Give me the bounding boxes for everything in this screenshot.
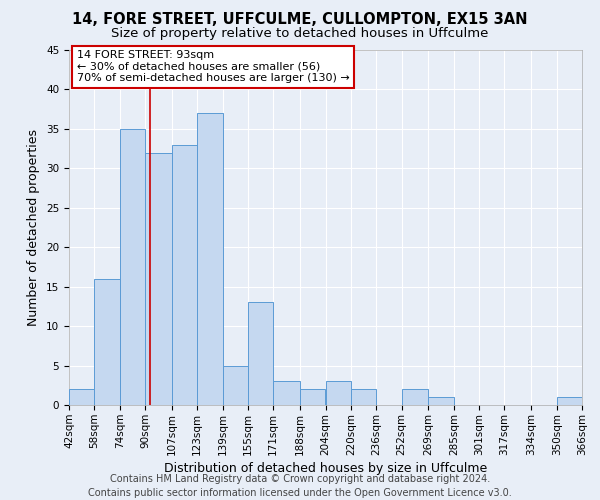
Text: 14 FORE STREET: 93sqm
← 30% of detached houses are smaller (56)
70% of semi-deta: 14 FORE STREET: 93sqm ← 30% of detached … (77, 50, 349, 83)
Bar (119, 129, 145, 405)
Y-axis label: Number of detached properties: Number of detached properties (28, 129, 40, 326)
Text: Size of property relative to detached houses in Uffculme: Size of property relative to detached ho… (112, 28, 488, 40)
Bar (428, 397, 454, 405)
Bar (300, 389, 325, 405)
Bar (273, 382, 300, 405)
Bar (145, 152, 172, 405)
Bar (94, 279, 119, 405)
Bar (351, 389, 376, 405)
Bar (172, 144, 197, 405)
Bar (197, 113, 223, 405)
Text: 14, FORE STREET, UFFCULME, CULLOMPTON, EX15 3AN: 14, FORE STREET, UFFCULME, CULLOMPTON, E… (72, 12, 528, 28)
Text: Contains HM Land Registry data © Crown copyright and database right 2024.
Contai: Contains HM Land Registry data © Crown c… (88, 474, 512, 498)
X-axis label: Distribution of detached houses by size in Uffculme: Distribution of detached houses by size … (164, 462, 487, 474)
Bar (401, 389, 428, 405)
Bar (325, 382, 351, 405)
Bar (248, 302, 273, 405)
Bar (223, 366, 248, 405)
Bar (557, 397, 582, 405)
Bar (69, 389, 94, 405)
